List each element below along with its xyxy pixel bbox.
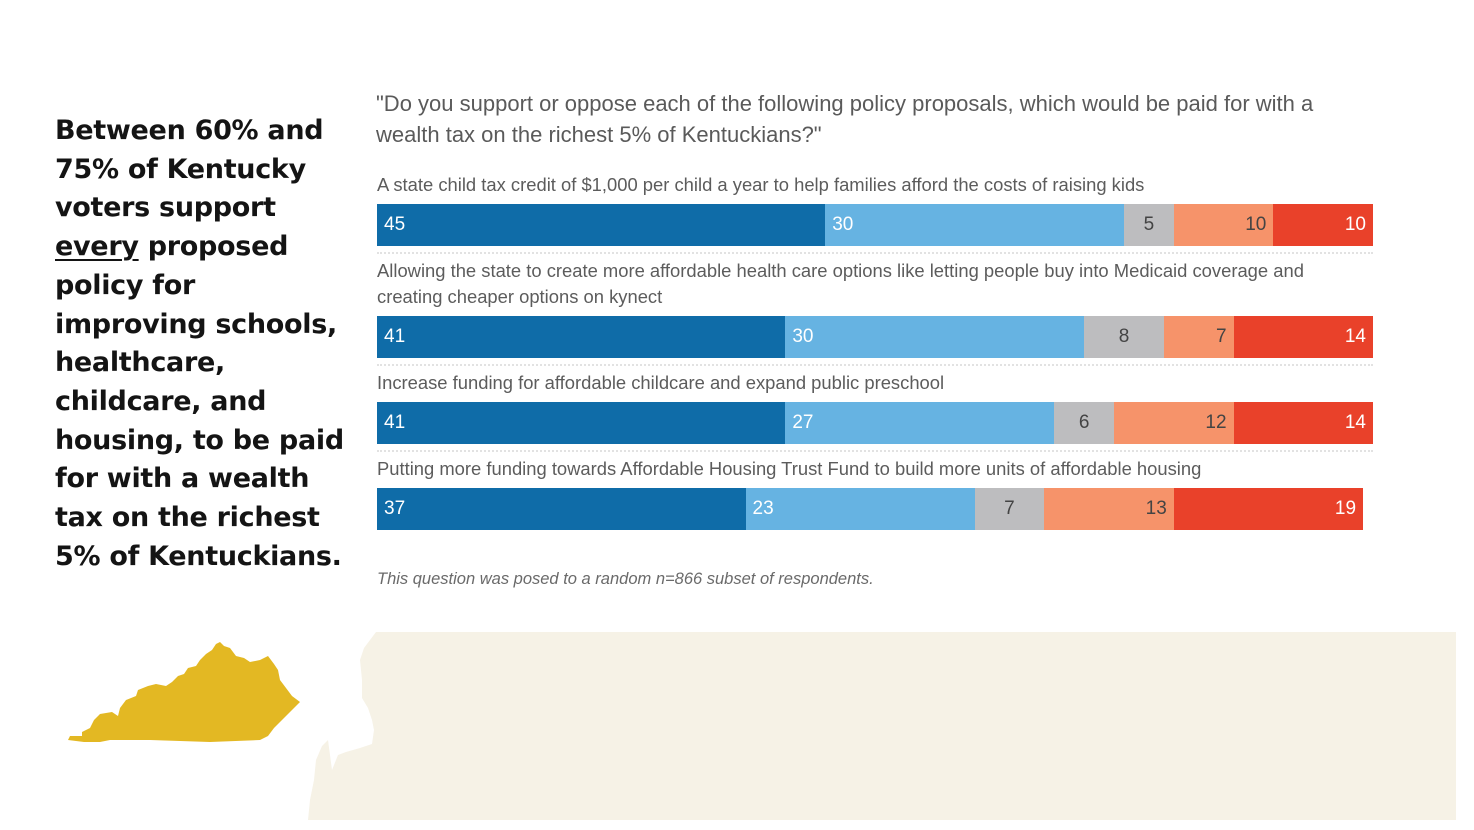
stacked-bar: 41 30 8 7 14 bbox=[377, 316, 1373, 358]
data-label: 37 bbox=[384, 498, 406, 519]
data-label: 23 bbox=[752, 498, 774, 519]
headline: Between 60% and 75% of Kentucky voters s… bbox=[55, 112, 345, 576]
bar-segment-unsure: 8 bbox=[1084, 316, 1164, 358]
data-label: 7 bbox=[1215, 326, 1227, 347]
bar-segment-strongly-support: 37 bbox=[377, 488, 746, 530]
stacked-bar: 41 27 6 12 14 bbox=[377, 402, 1373, 444]
data-label: 8 bbox=[1118, 326, 1130, 347]
data-label: 12 bbox=[1205, 412, 1227, 433]
bar-segment-strongly-oppose: 14 bbox=[1233, 402, 1373, 444]
data-label: 7 bbox=[1004, 498, 1015, 519]
bar-segment-somewhat-support: 27 bbox=[785, 402, 1055, 444]
stacked-bar: 37 23 7 13 19 bbox=[377, 488, 1373, 530]
stacked-bar: 45 30 5 10 10 bbox=[377, 204, 1373, 246]
bar-segment-somewhat-oppose: 13 bbox=[1044, 488, 1174, 530]
kentucky-shape bbox=[68, 642, 300, 742]
bar-segment-strongly-support: 45 bbox=[377, 204, 826, 246]
data-label: 41 bbox=[384, 412, 406, 433]
headline-text-before: Between 60% and 75% of Kentucky voters s… bbox=[55, 115, 324, 224]
data-label: 30 bbox=[832, 214, 854, 235]
bar-segment-somewhat-oppose: 10 bbox=[1173, 204, 1274, 246]
chart-row: Putting more funding towards Affordable … bbox=[377, 454, 1373, 530]
bar-segment-somewhat-oppose: 12 bbox=[1114, 402, 1234, 444]
category-label: Increase funding for affordable childcar… bbox=[377, 372, 945, 393]
bar-segment-unsure: 6 bbox=[1054, 402, 1115, 444]
kentucky-state-map-icon bbox=[68, 642, 300, 742]
data-label: 30 bbox=[792, 326, 814, 347]
data-label: 6 bbox=[1078, 412, 1090, 433]
row-divider bbox=[377, 364, 1373, 366]
cream-blob bbox=[308, 632, 1456, 820]
row-divider bbox=[377, 450, 1373, 452]
data-label: 41 bbox=[384, 326, 406, 347]
decorative-background-shape bbox=[308, 632, 1456, 820]
chart-row: A state child tax credit of $1,000 per c… bbox=[377, 170, 1373, 254]
chart-row: Allowing the state to create more afford… bbox=[377, 256, 1373, 366]
bar-segment-strongly-oppose: 19 bbox=[1173, 488, 1364, 530]
chart-row: Increase funding for affordable childcar… bbox=[377, 368, 1373, 452]
bar-segment-strongly-support: 41 bbox=[377, 402, 786, 444]
headline-emphasis: every bbox=[55, 231, 139, 263]
category-label: Putting more funding towards Affordable … bbox=[377, 458, 1202, 479]
data-label: 5 bbox=[1143, 214, 1155, 235]
chart-note: This question was posed to a random n=86… bbox=[377, 570, 874, 588]
chart-title: "Do you support or oppose each of the fo… bbox=[376, 91, 1314, 147]
bar-segment-somewhat-support: 30 bbox=[785, 316, 1085, 358]
bar-segment-somewhat-oppose: 7 bbox=[1163, 316, 1234, 358]
data-label: 19 bbox=[1334, 498, 1357, 519]
bar-segment-somewhat-support: 23 bbox=[745, 488, 975, 530]
bar-segment-unsure: 5 bbox=[1123, 204, 1174, 246]
data-label: 10 bbox=[1344, 214, 1366, 235]
headline-text-after: proposed policy for improving schools, h… bbox=[55, 231, 344, 572]
bar-segment-somewhat-support: 30 bbox=[825, 204, 1124, 246]
bar-segment-unsure: 7 bbox=[974, 488, 1045, 530]
data-label: 27 bbox=[792, 412, 814, 433]
category-label: Allowing the state to create more afford… bbox=[377, 260, 1304, 307]
data-label: 13 bbox=[1145, 498, 1167, 519]
category-label: A state child tax credit of $1,000 per c… bbox=[377, 174, 1145, 195]
stacked-bar-chart: A state child tax credit of $1,000 per c… bbox=[377, 170, 1373, 530]
data-label: 45 bbox=[384, 214, 406, 235]
bar-segment-strongly-oppose: 14 bbox=[1233, 316, 1373, 358]
data-label: 14 bbox=[1344, 412, 1366, 433]
data-label: 14 bbox=[1344, 326, 1366, 347]
bar-segment-strongly-support: 41 bbox=[377, 316, 786, 358]
data-label: 10 bbox=[1245, 214, 1267, 235]
bar-segment-strongly-oppose: 10 bbox=[1273, 204, 1373, 246]
row-divider bbox=[377, 252, 1373, 254]
